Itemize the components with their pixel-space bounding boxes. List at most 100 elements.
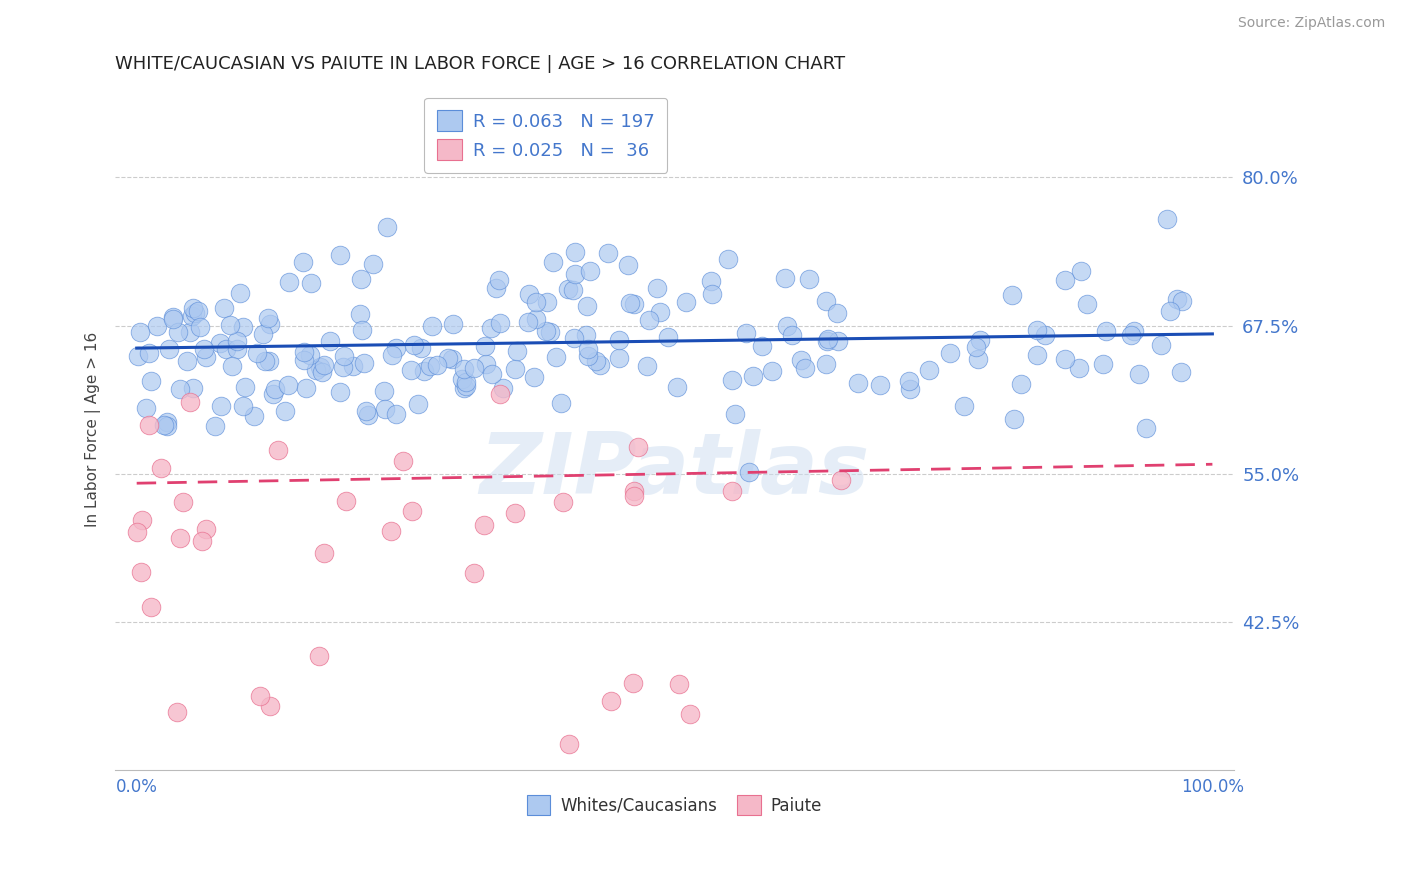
Point	[966, 351, 988, 366]
Point	[817, 332, 839, 346]
Point	[938, 345, 960, 359]
Point	[1054, 351, 1077, 366]
Point	[149, 461, 172, 475]
Point	[607, 351, 630, 365]
Point	[524, 295, 547, 310]
Point	[166, 705, 188, 719]
Point	[441, 351, 464, 366]
Point	[952, 399, 974, 413]
Point	[576, 342, 599, 356]
Point	[650, 304, 672, 318]
Point	[352, 323, 374, 337]
Text: Source: ZipAtlas.com: Source: ZipAtlas.com	[1237, 16, 1385, 30]
Point	[1171, 293, 1194, 308]
Point	[128, 325, 150, 339]
Point	[233, 380, 256, 394]
Point	[505, 343, 527, 358]
Point	[332, 360, 354, 375]
Point	[665, 379, 688, 393]
Point	[139, 374, 162, 388]
Point	[399, 362, 422, 376]
Point	[262, 387, 284, 401]
Point	[335, 494, 357, 508]
Point	[775, 271, 797, 285]
Point	[426, 358, 449, 372]
Point	[191, 534, 214, 549]
Point	[623, 296, 645, 310]
Point	[1001, 287, 1024, 301]
Point	[162, 312, 184, 326]
Point	[721, 484, 744, 499]
Point	[965, 340, 987, 354]
Point	[517, 287, 540, 301]
Point	[385, 408, 408, 422]
Point	[404, 338, 426, 352]
Point	[717, 252, 740, 267]
Point	[636, 359, 658, 374]
Point	[621, 675, 644, 690]
Text: WHITE/CAUCASIAN VS PAIUTE IN LABOR FORCE | AGE > 16 CORRELATION CHART: WHITE/CAUCASIAN VS PAIUTE IN LABOR FORCE…	[115, 55, 845, 73]
Point	[252, 327, 274, 342]
Point	[156, 415, 179, 429]
Point	[637, 313, 659, 327]
Point	[1166, 292, 1188, 306]
Point	[329, 248, 352, 262]
Point	[125, 525, 148, 540]
Point	[354, 403, 377, 417]
Point	[374, 401, 396, 416]
Point	[576, 349, 599, 363]
Point	[194, 522, 217, 536]
Point	[232, 319, 254, 334]
Point	[267, 443, 290, 458]
Point	[225, 342, 247, 356]
Point	[1069, 361, 1091, 376]
Point	[292, 344, 315, 359]
Point	[825, 305, 848, 319]
Point	[166, 325, 188, 339]
Point	[814, 357, 837, 371]
Point	[375, 220, 398, 235]
Point	[277, 276, 299, 290]
Point	[243, 409, 266, 423]
Point	[794, 360, 817, 375]
Point	[1002, 412, 1025, 426]
Point	[1135, 421, 1157, 435]
Point	[311, 365, 333, 379]
Point	[179, 394, 201, 409]
Point	[741, 369, 763, 384]
Point	[406, 397, 429, 411]
Point	[392, 454, 415, 468]
Point	[700, 286, 723, 301]
Point	[523, 369, 546, 384]
Point	[259, 317, 281, 331]
Point	[129, 565, 152, 579]
Point	[188, 319, 211, 334]
Point	[1156, 212, 1178, 227]
Point	[675, 294, 697, 309]
Point	[162, 310, 184, 324]
Point	[761, 364, 783, 378]
Point	[193, 342, 215, 356]
Point	[503, 507, 526, 521]
Point	[353, 355, 375, 369]
Point	[176, 354, 198, 368]
Point	[623, 489, 645, 503]
Point	[1025, 323, 1047, 337]
Point	[409, 341, 432, 355]
Point	[647, 281, 669, 295]
Point	[524, 311, 547, 326]
Point	[1070, 263, 1092, 277]
Point	[657, 329, 679, 343]
Point	[564, 267, 586, 281]
Point	[491, 381, 513, 395]
Point	[776, 318, 799, 333]
Point	[157, 343, 180, 357]
Point	[585, 354, 607, 368]
Point	[827, 334, 849, 349]
Point	[780, 327, 803, 342]
Point	[333, 349, 356, 363]
Point	[1033, 328, 1056, 343]
Text: ZIPatlas: ZIPatlas	[479, 429, 870, 512]
Point	[412, 364, 434, 378]
Point	[551, 494, 574, 508]
